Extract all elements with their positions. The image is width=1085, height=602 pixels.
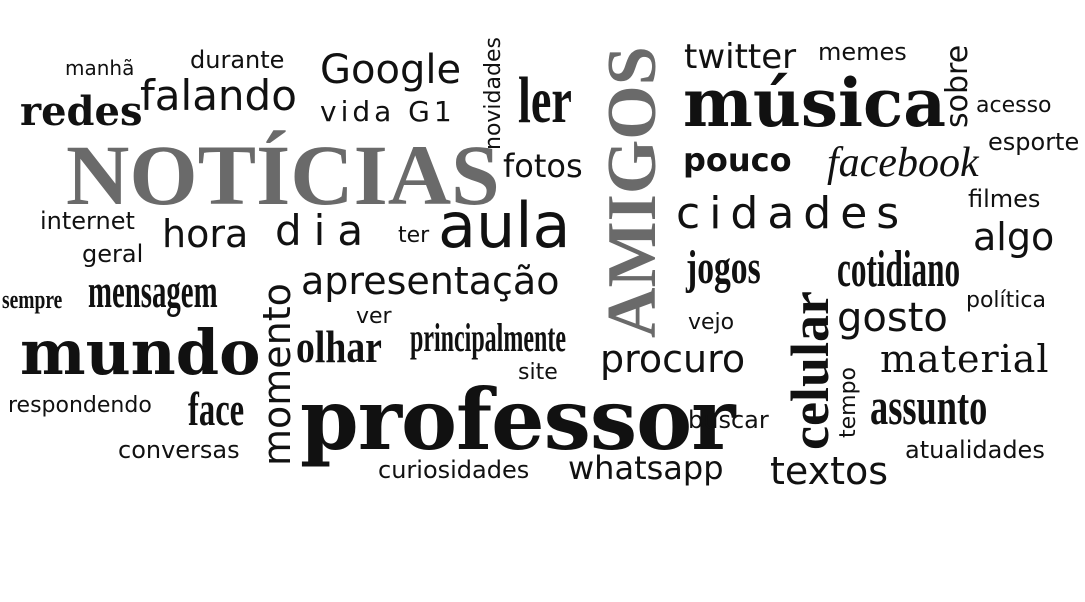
word-gosto: gosto (837, 295, 948, 341)
word-novidades: novidades (481, 37, 506, 150)
word-pouco: pouco (683, 141, 792, 179)
word-cotidiano: cotidiano (837, 241, 961, 298)
word-material: material (880, 337, 1050, 381)
word-ter: ter (398, 223, 430, 248)
word-filmes: filmes (968, 185, 1041, 213)
word-atualidades: atualidades (905, 436, 1045, 464)
word-site: site (518, 360, 558, 385)
word-redes: redes (20, 88, 143, 135)
word-dia: dia (275, 206, 376, 255)
word-fotos: fotos (503, 147, 583, 185)
word-facebook: facebook (827, 140, 979, 186)
word-memes: memes (818, 38, 907, 66)
word-musica: música (683, 64, 947, 142)
word-falando: falando (140, 71, 297, 120)
word-ver: ver (356, 304, 392, 329)
word-amigos: AMIGOS (594, 46, 671, 338)
word-curiosidades: curiosidades (378, 456, 530, 484)
word-tempo: tempo (836, 366, 861, 438)
word-assunto: assunto (870, 379, 988, 436)
word-sobre: sobre (940, 44, 975, 128)
word-mundo: mundo (20, 316, 261, 389)
word-esporte: esporte (988, 128, 1080, 156)
word-jogos: jogos (686, 241, 761, 294)
word-professor: professor (300, 370, 735, 469)
word-vida-g1: vida G1 (320, 95, 456, 128)
word-google: Google (320, 47, 462, 93)
word-twitter: twitter (684, 37, 797, 77)
word-mensagem: mensagem (88, 265, 218, 318)
word-conversas: conversas (118, 436, 240, 464)
word-celular: celular (780, 291, 840, 450)
word-buscar: buscar (688, 406, 769, 434)
word-politica: política (966, 288, 1046, 313)
word-momento: momento (255, 283, 299, 466)
word-noticias: NOTÍCIAS (66, 127, 500, 223)
word-sempre: sempre (2, 285, 63, 314)
word-cidades: cidades (676, 188, 909, 239)
word-principalmente: principalmente (410, 315, 566, 360)
word-vejo: vejo (688, 310, 735, 335)
word-textos: textos (770, 449, 889, 493)
word-respondendo: respondendo (8, 393, 152, 418)
word-hora: hora (162, 212, 249, 256)
word-face: face (188, 383, 245, 436)
word-ler: ler (518, 64, 572, 137)
word-acesso: acesso (976, 93, 1052, 118)
word-internet: internet (40, 207, 135, 235)
word-whatsapp: whatsapp (568, 449, 724, 487)
word-apresentacao: apresentação (301, 259, 560, 303)
word-olhar: olhar (296, 321, 382, 372)
word-algo: algo (973, 215, 1055, 259)
word-durante: durante (190, 46, 285, 74)
word-geral: geral (82, 240, 144, 268)
word-aula: aula (438, 189, 571, 262)
word-manha: manhã (65, 56, 135, 80)
word-procuro: procuro (600, 337, 746, 381)
